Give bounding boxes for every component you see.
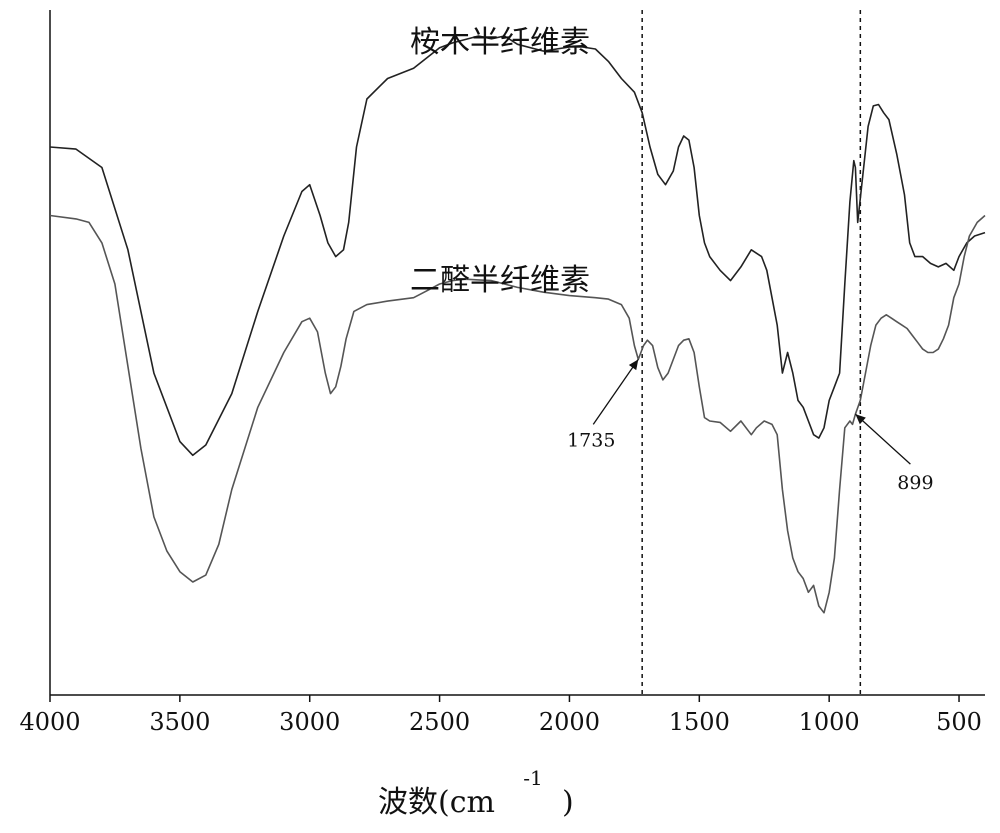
- x-tick-label-2000: 2000: [539, 708, 600, 736]
- series-layer: [49, 35, 986, 614]
- x-tick-label-3000: 3000: [279, 708, 340, 736]
- annotation-arrowhead-1735: [628, 359, 639, 371]
- x-axis-title: 波数(cm: [378, 785, 495, 820]
- x-tick-label-500: 500: [936, 708, 982, 736]
- series-line-1: [49, 214, 986, 614]
- x-tick-label-2500: 2500: [409, 708, 470, 736]
- series-label-eucalyptus-hemicellulose: 桉木半纤维素: [410, 25, 590, 60]
- series-labels: 桉木半纤维素 二醛半纤维素: [410, 25, 590, 298]
- annotation-layer: 1735 899: [567, 358, 934, 494]
- x-tick-label-3500: 3500: [149, 708, 210, 736]
- x-axis-title-superscript: -1: [523, 766, 542, 790]
- axes-layer: 4000 3500 3000 2500 2000 1500 1000 500: [19, 10, 985, 736]
- annotation-label-899: 899: [897, 472, 933, 494]
- annotation-arrow-1735: [592, 358, 639, 425]
- x-tick-label-1000: 1000: [799, 708, 860, 736]
- x-axis-title-close: ): [562, 785, 574, 820]
- x-tick-label-4000: 4000: [19, 708, 80, 736]
- annotation-arrowhead-899: [855, 414, 866, 425]
- annotation-arrow-899: [854, 413, 911, 465]
- x-tick-label-1500: 1500: [669, 708, 730, 736]
- annotation-label-1735: 1735: [567, 429, 615, 451]
- x-axis-title-main: 波数(cm: [378, 785, 495, 820]
- series-label-dialdehyde-hemicellulose: 二醛半纤维素: [410, 263, 590, 298]
- series-line-0: [49, 35, 986, 457]
- reference-lines: [641, 10, 862, 695]
